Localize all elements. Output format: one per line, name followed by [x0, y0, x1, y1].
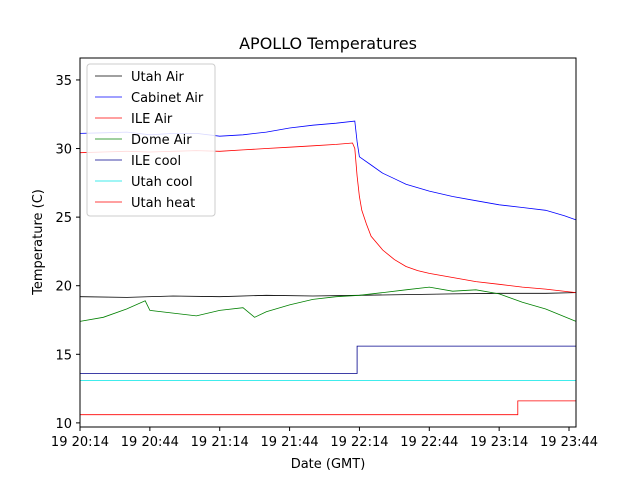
- legend-box: [86, 63, 216, 217]
- legend-label-cabinet-air: Cabinet Air: [131, 91, 204, 106]
- x-tick-label: 19 22:44: [400, 435, 458, 450]
- x-tick-label: 19 20:44: [121, 435, 179, 450]
- x-tick-label: 19 23:44: [540, 435, 598, 450]
- legend-label-ile-air: ILE Air: [131, 112, 173, 127]
- legend: Utah Air Cabinet Air ILE Air Dome Air ILE co…: [86, 63, 216, 217]
- y-axis-label: Temperature (C): [31, 189, 46, 296]
- chart-title: APOLLO Temperatures: [239, 34, 417, 53]
- legend-label-utah-cool: Utah cool: [131, 175, 193, 190]
- series-line-ile-cool: [80, 345, 576, 374]
- x-tick-label: 19 21:44: [261, 435, 319, 450]
- series-line-utah-heat: [80, 400, 576, 416]
- series-line-dome-air: [79, 286, 577, 322]
- legend-label-utah-heat: Utah heat: [131, 196, 195, 211]
- y-tick-label: 10: [55, 417, 72, 432]
- x-tick-label: 19 23:14: [470, 435, 528, 450]
- axis-ticks: 10 15 20 25 30 35 19 20:14 19 20:44 19 21:14 19 2…: [51, 74, 598, 450]
- y-tick-label: 30: [55, 143, 72, 158]
- x-tick-label: 19 22:14: [330, 435, 388, 450]
- x-tick-label: 19 21:14: [191, 435, 249, 450]
- legend-label-utah-air: Utah Air: [131, 70, 184, 85]
- y-tick-label: 25: [55, 211, 72, 226]
- x-axis-label: Date (GMT): [291, 457, 366, 472]
- y-tick-label: 20: [55, 280, 72, 295]
- axes-frame: [79, 57, 577, 428]
- x-tick-label: 19 20:14: [51, 435, 109, 450]
- y-tick-label: 35: [55, 74, 72, 89]
- series-line-utah-air: [79, 292, 577, 298]
- y-tick-label: 15: [55, 348, 72, 363]
- legend-label-dome-air: Dome Air: [131, 133, 192, 148]
- legend-label-ile-cool: ILE cool: [131, 154, 181, 169]
